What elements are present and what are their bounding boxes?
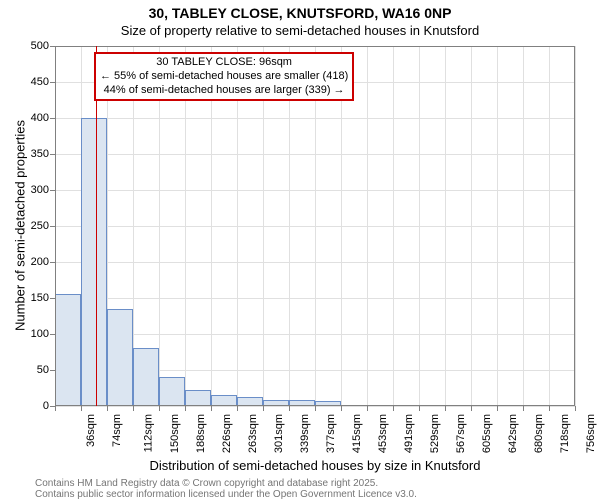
x-tick-label: 36sqm (85, 414, 97, 447)
x-tick (263, 406, 264, 411)
histogram-bar (133, 348, 159, 406)
x-tick-label: 112sqm (142, 414, 154, 452)
highlight-annotation: 30 TABLEY CLOSE: 96sqm ← 55% of semi-det… (94, 52, 354, 101)
x-tick-label: 377sqm (325, 414, 337, 453)
x-tick (133, 406, 134, 411)
x-tick-label: 756sqm (585, 414, 597, 453)
x-tick-label: 491sqm (403, 414, 415, 453)
x-tick-label: 301sqm (273, 414, 285, 453)
annotation-line-2: ← 55% of semi-detached houses are smalle… (100, 70, 348, 84)
x-tick-label: 74sqm (111, 414, 123, 447)
x-tick (341, 406, 342, 411)
x-tick-label: 680sqm (533, 414, 545, 453)
histogram-bar (81, 118, 107, 406)
footer-copyright-1: Contains HM Land Registry data © Crown c… (35, 478, 378, 489)
y-tick-label: 400 (21, 112, 49, 124)
x-axis-label: Distribution of semi-detached houses by … (55, 458, 575, 473)
chart-title-main: 30, TABLEY CLOSE, KNUTSFORD, WA16 0NP (0, 5, 600, 21)
y-tick-label: 500 (21, 40, 49, 52)
x-tick (81, 406, 82, 411)
x-tick (55, 406, 56, 411)
x-tick (107, 406, 108, 411)
axis-line (55, 46, 575, 47)
axis-line (55, 405, 575, 406)
x-tick (419, 406, 420, 411)
x-tick-label: 642sqm (507, 414, 519, 453)
x-tick (211, 406, 212, 411)
histogram-bar (107, 309, 133, 406)
histogram-bar (55, 294, 81, 406)
x-tick-label: 529sqm (429, 414, 441, 453)
y-tick-label: 450 (21, 76, 49, 88)
grid-line (419, 46, 420, 406)
x-tick-label: 605sqm (481, 414, 493, 453)
property-size-chart: 30, TABLEY CLOSE, KNUTSFORD, WA16 0NP Si… (0, 0, 600, 500)
y-tick-label: 0 (21, 400, 49, 412)
x-tick-label: 339sqm (299, 414, 311, 453)
x-tick (575, 406, 576, 411)
y-tick-label: 50 (21, 364, 49, 376)
x-tick (367, 406, 368, 411)
x-tick-label: 453sqm (377, 414, 389, 453)
x-tick-label: 415sqm (351, 414, 363, 453)
x-tick (471, 406, 472, 411)
x-tick (393, 406, 394, 411)
x-tick-label: 150sqm (169, 414, 181, 453)
histogram-bar (159, 377, 185, 406)
chart-title-sub: Size of property relative to semi-detach… (0, 23, 600, 38)
axis-line (574, 46, 575, 406)
y-tick-label: 300 (21, 184, 49, 196)
grid-line (445, 46, 446, 406)
y-tick-label: 250 (21, 220, 49, 232)
y-tick-label: 350 (21, 148, 49, 160)
x-tick (289, 406, 290, 411)
annotation-line-3: 44% of semi-detached houses are larger (… (100, 84, 348, 98)
x-tick-label: 188sqm (195, 414, 207, 453)
footer-copyright-2: Contains public sector information licen… (35, 489, 417, 500)
x-tick (549, 406, 550, 411)
x-tick-label: 263sqm (247, 414, 259, 453)
grid-line (393, 46, 394, 406)
x-tick (159, 406, 160, 411)
grid-line (549, 46, 550, 406)
x-tick-label: 718sqm (559, 414, 571, 453)
x-tick (445, 406, 446, 411)
x-tick (237, 406, 238, 411)
grid-line (367, 46, 368, 406)
histogram-bar (185, 390, 211, 406)
y-tick-label: 150 (21, 292, 49, 304)
x-tick-label: 567sqm (455, 414, 467, 453)
y-tick-label: 100 (21, 328, 49, 340)
grid-line (575, 46, 576, 406)
grid-line (497, 46, 498, 406)
x-tick (185, 406, 186, 411)
x-tick-label: 226sqm (221, 414, 233, 453)
y-tick-label: 200 (21, 256, 49, 268)
x-tick (315, 406, 316, 411)
annotation-line-1: 30 TABLEY CLOSE: 96sqm (100, 56, 348, 70)
axis-line (55, 46, 56, 406)
grid-line (523, 46, 524, 406)
grid-line (471, 46, 472, 406)
x-tick (497, 406, 498, 411)
x-tick (523, 406, 524, 411)
